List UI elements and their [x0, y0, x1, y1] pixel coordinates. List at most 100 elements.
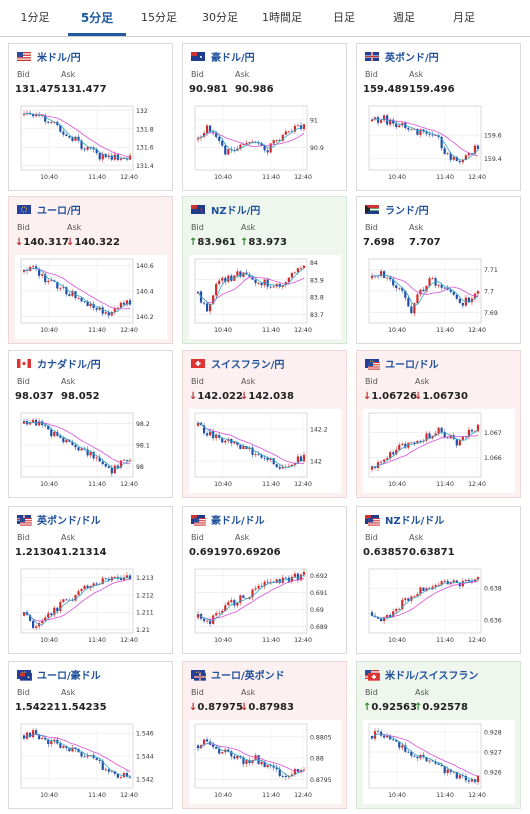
- candle-body: [449, 153, 452, 160]
- price-chart-container[interactable]: 0.928 0.927 0.926 10:40 11:40 12:40: [363, 720, 515, 804]
- currency-pair-link[interactable]: カナダドル/円: [37, 360, 101, 371]
- candle-body: [278, 140, 281, 141]
- price-chart-container[interactable]: 140.6 140.4 140.2 10:40 11:40 12:40: [15, 255, 167, 339]
- y-tick-label: 1.211: [136, 610, 154, 617]
- ask-label: Ask: [409, 70, 424, 79]
- tab-8[interactable]: 月足: [453, 11, 475, 24]
- rate-card[interactable]: ユーロ/円 Bid Ask ↓140.317 ↓140.322 140.6 140.4 140…: [8, 196, 173, 344]
- rate-card[interactable]: 米ドル/スイスフラン Bid Ask ↑0.92563 ↑0.92578 0.928 0.9…: [356, 661, 521, 809]
- currency-pair-link[interactable]: ユーロ/豪ドル: [37, 671, 101, 682]
- rate-card[interactable]: ユーロ/豪ドル Bid Ask 1.54221 1.54235 1.546 1.544 1.5…: [8, 661, 173, 809]
- price-chart-container[interactable]: 7.71 7.7 7.69 10:40 11:40 12:40: [363, 255, 515, 339]
- candle-body: [59, 435, 62, 438]
- candle-body: [215, 613, 218, 616]
- candle-body: [293, 573, 297, 577]
- tab-6[interactable]: 日足: [333, 11, 355, 24]
- price-chart-container[interactable]: 84 83.9 83.8 83.7 10:40 11:40 12:40: [189, 255, 341, 339]
- currency-pair-link[interactable]: ユーロ/円: [37, 206, 81, 217]
- candle-body: [202, 739, 206, 746]
- price-chart-container[interactable]: 0.8805 0.88 0.8795 10:40 11:40 12:40: [189, 720, 341, 804]
- candle-body: [74, 444, 77, 448]
- currency-pair-link[interactable]: 米ドル/円: [37, 53, 81, 64]
- y-tick-label: 0.8795: [310, 777, 332, 784]
- candle-body: [83, 301, 86, 303]
- candle-body: [413, 596, 416, 597]
- rate-card[interactable]: 豪ドル/ドル Bid Ask 0.69197 0.69206 0.692 0.691 0.69…: [182, 506, 347, 654]
- currency-pair-link[interactable]: 英ポンド/ドル: [37, 516, 101, 527]
- candle-body: [407, 598, 410, 601]
- rate-card[interactable]: NZドル/ドル Bid Ask 0.63857 0.63871 0.638 0.636 10:…: [356, 506, 521, 654]
- ca-flag-icon: [17, 359, 31, 368]
- candle-body: [473, 145, 477, 154]
- candle-body: [59, 125, 62, 132]
- rate-card[interactable]: ユーロ/ドル Bid Ask ↓1.06726 ↓1.06730 1.067 1.066 10…: [356, 350, 521, 498]
- price-chart-container[interactable]: 0.638 0.636 10:40 11:40 12:40: [363, 565, 515, 649]
- price-chart-container[interactable]: 1.213 1.212 1.211 1.21 10:40 11:40 12:40: [15, 565, 167, 649]
- bid-value-text: 0.87975: [197, 702, 243, 713]
- tab-7[interactable]: 週足: [393, 11, 415, 24]
- candle-body: [413, 755, 416, 757]
- currency-pair-link[interactable]: スイスフラン/円: [211, 360, 285, 371]
- candle-body: [293, 125, 297, 132]
- tab-3[interactable]: 15分足: [141, 11, 177, 24]
- candle-body: [467, 153, 471, 156]
- price-chart-container[interactable]: 0.692 0.691 0.69 0.689 10:40 11:40 12:40: [189, 565, 341, 649]
- currency-pair-link[interactable]: ユーロ/英ポンド: [211, 671, 285, 682]
- candle-body: [77, 591, 80, 596]
- price-chart-container[interactable]: 1.546 1.544 1.542 10:40 11:40 12:40: [15, 720, 167, 804]
- currency-pair-link[interactable]: 英ポンド/円: [385, 53, 439, 64]
- rate-card[interactable]: 米ドル/円 Bid Ask 131.475 131.477 132 131.8 131.6 13…: [8, 43, 173, 191]
- price-chart-container[interactable]: 159.6 159.4 10:40 11:40 12:40: [363, 102, 515, 186]
- rate-card[interactable]: ランド/円 Bid Ask 7.698 7.707 7.71 7.7 7.69 10:40 11:…: [356, 196, 521, 344]
- candle-body: [101, 154, 104, 160]
- candle-body: [205, 620, 209, 622]
- rate-card[interactable]: ユーロ/英ポンド Bid Ask ↓0.87975 ↓0.87983 0.8805 0.88…: [182, 661, 347, 809]
- candle-body: [257, 283, 260, 284]
- price-chart-container[interactable]: 132 131.8 131.6 131.4 10:40 11:40 12:40: [15, 102, 167, 186]
- currency-pair-link[interactable]: NZドル/ドル: [385, 516, 445, 527]
- up-arrow-icon: ↑: [414, 702, 423, 713]
- candle-body: [119, 578, 123, 581]
- plot-frame: [368, 568, 482, 634]
- candle-body: [281, 467, 284, 469]
- candle-body: [239, 271, 242, 277]
- candle-body: [95, 757, 98, 760]
- x-tick-label: 10:40: [214, 792, 232, 799]
- candle-body: [227, 602, 230, 606]
- currency-pair-link[interactable]: 豪ドル/ドル: [211, 516, 265, 527]
- rate-card[interactable]: 英ポンド/円 Bid Ask 159.489 159.496 159.6 159.4 10:4…: [356, 43, 521, 191]
- currency-pair-link[interactable]: NZドル/円: [211, 206, 261, 217]
- currency-pair-link[interactable]: 豪ドル/円: [211, 53, 255, 64]
- currency-pair-link[interactable]: ランド/円: [385, 206, 429, 217]
- candle-body: [398, 125, 401, 128]
- candle-body: [278, 283, 281, 287]
- currency-pair-link[interactable]: ユーロ/ドル: [385, 360, 439, 371]
- candle-body: [287, 277, 290, 283]
- price-chart-container[interactable]: 98.2 98.1 98 10:40 11:40 12:40: [15, 409, 167, 493]
- rate-card[interactable]: スイスフラン/円 Bid Ask ↓142.022 ↓142.038 142.2 142 10…: [182, 350, 347, 498]
- price-chart-container[interactable]: 142.2 142 10:40 11:40 12:40: [189, 409, 341, 493]
- rate-card[interactable]: 英ポンド/ドル Bid Ask 1.21304 1.21314 1.213 1.212 1.2…: [8, 506, 173, 654]
- candle-body: [425, 757, 428, 762]
- candle-body: [74, 136, 77, 141]
- x-tick-label: 10:40: [40, 481, 58, 488]
- price-chart: 1.546 1.544 1.542 10:40 11:40 12:40: [15, 720, 167, 804]
- rate-card[interactable]: カナダドル/円 Bid Ask 98.037 98.052 98.2 98.1 98 10:40…: [8, 350, 173, 498]
- price-chart-container[interactable]: 91 90.9 10:40 11:40 12:40: [189, 102, 341, 186]
- price-chart-container[interactable]: 1.067 1.066 10:40 11:40 12:40: [363, 409, 515, 493]
- bid-value-text: 98.037: [15, 391, 54, 402]
- plot-frame: [368, 412, 482, 478]
- candle-body: [470, 298, 474, 303]
- candle-body: [284, 577, 287, 579]
- tab-2[interactable]: 5分足: [68, 0, 126, 36]
- rate-card[interactable]: 豪ドル/円 Bid Ask 90.981 90.986 91 90.9 10:40 11:40 1…: [182, 43, 347, 191]
- tab-5[interactable]: 1時間足: [262, 11, 302, 24]
- tab-4[interactable]: 30分足: [202, 11, 238, 24]
- currency-pair-link[interactable]: 米ドル/スイスフラン: [385, 671, 479, 682]
- candle-body: [419, 587, 422, 595]
- candle-body: [401, 122, 404, 126]
- tab-1[interactable]: 1分足: [20, 11, 50, 24]
- candle-body: [440, 284, 443, 288]
- candle-body: [80, 752, 83, 757]
- rate-card[interactable]: NZドル/円 Bid Ask ↑83.961 ↑83.973 84 83.9 83.8 83.7…: [182, 196, 347, 344]
